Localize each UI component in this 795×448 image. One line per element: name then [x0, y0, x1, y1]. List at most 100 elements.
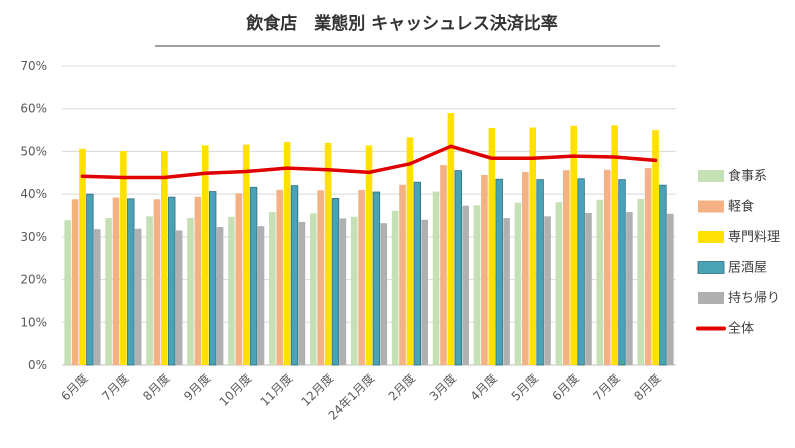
bar [194, 196, 202, 365]
y-tick-label: 10% [20, 315, 47, 329]
bar [216, 227, 224, 365]
bar [536, 179, 544, 366]
bar [495, 178, 503, 366]
bar [269, 212, 276, 365]
y-tick-label: 20% [20, 273, 47, 287]
legend-label: 軽食 [728, 199, 754, 215]
legend-label: 食事系 [728, 168, 767, 184]
legend-swatch [698, 200, 724, 213]
y-tick-label: 50% [20, 144, 47, 158]
bar [659, 184, 667, 366]
bar [93, 229, 101, 365]
x-tick-label: 3月度 [426, 371, 459, 404]
x-tick-label: 8月度 [631, 371, 664, 404]
bars-layer [64, 112, 674, 366]
bar [544, 216, 551, 365]
bar [618, 179, 626, 366]
bar [529, 127, 537, 365]
bar [249, 186, 258, 366]
y-tick-label: 0% [28, 358, 47, 372]
bar [257, 226, 265, 365]
bar [652, 130, 659, 365]
bar [626, 212, 633, 365]
bar [331, 198, 340, 366]
bar [235, 193, 243, 365]
bar [462, 205, 469, 365]
x-tick-label: 7月度 [590, 371, 623, 404]
bar [432, 191, 440, 365]
bar [413, 181, 422, 366]
bar [187, 218, 194, 365]
legend-label: 専門料理 [728, 230, 780, 245]
bar [134, 228, 142, 365]
bar [228, 216, 235, 365]
y-axis: 0% 10% 20% 30% 40% 50% 60% 70% [20, 59, 47, 372]
bar [503, 218, 510, 365]
y-tick-label: 70% [20, 59, 47, 73]
bar [175, 230, 183, 365]
bar [127, 198, 135, 366]
bar [309, 213, 317, 365]
bar [365, 145, 373, 365]
bar [146, 216, 153, 365]
bar [71, 199, 79, 365]
x-tick-label: 2月度 [385, 371, 418, 404]
bar [562, 170, 570, 365]
legend-swatch [698, 292, 724, 304]
x-tick-label: 6月度 [549, 371, 582, 404]
bar [447, 112, 455, 366]
x-tick-label: 10月度 [216, 371, 254, 409]
bar [585, 212, 592, 365]
bar [667, 213, 674, 365]
bar [120, 151, 127, 365]
bar [276, 189, 284, 365]
legend-swatch [698, 170, 724, 182]
y-tick-label: 30% [20, 230, 47, 244]
bar [454, 170, 462, 366]
bar [611, 125, 618, 366]
bar [603, 169, 611, 365]
bar [64, 220, 71, 365]
x-tick-label: 9月度 [180, 371, 213, 404]
bar [380, 223, 388, 365]
bar [473, 205, 481, 365]
bar [153, 199, 161, 365]
bar [555, 202, 563, 365]
bar [488, 127, 496, 365]
bar [86, 193, 94, 366]
bar [522, 171, 529, 365]
bar [406, 137, 414, 365]
x-tick-label: 11月度 [257, 371, 295, 409]
bar [421, 219, 429, 365]
bar [112, 197, 120, 365]
bar [339, 218, 347, 365]
chart-title: 飲食店 業態別 キャッシュレス決済比率 [245, 13, 558, 34]
bar [399, 184, 406, 365]
bar [358, 189, 365, 365]
legend-swatch [697, 261, 725, 274]
bar [168, 196, 176, 366]
bar [481, 174, 488, 365]
x-tick-label: 5月度 [508, 371, 541, 404]
x-tick-label: 6月度 [58, 371, 91, 404]
bar [637, 198, 645, 365]
legend-swatch [698, 231, 724, 243]
y-tick-label: 60% [20, 102, 47, 116]
bar [317, 190, 324, 365]
x-tick-label: 7月度 [99, 371, 132, 404]
bar [440, 165, 447, 365]
x-tick-label: 4月度 [467, 371, 500, 404]
x-tick-label: 8月度 [139, 371, 172, 404]
bar [201, 145, 209, 365]
legend-label: 持ち帰り [728, 290, 780, 306]
bar [350, 216, 358, 365]
legend-label: 全体 [728, 321, 754, 337]
legend-label: 居酒屋 [728, 261, 767, 276]
bar [161, 151, 168, 365]
bar [514, 202, 522, 365]
bar [596, 199, 604, 365]
y-tick-label: 40% [20, 187, 47, 201]
